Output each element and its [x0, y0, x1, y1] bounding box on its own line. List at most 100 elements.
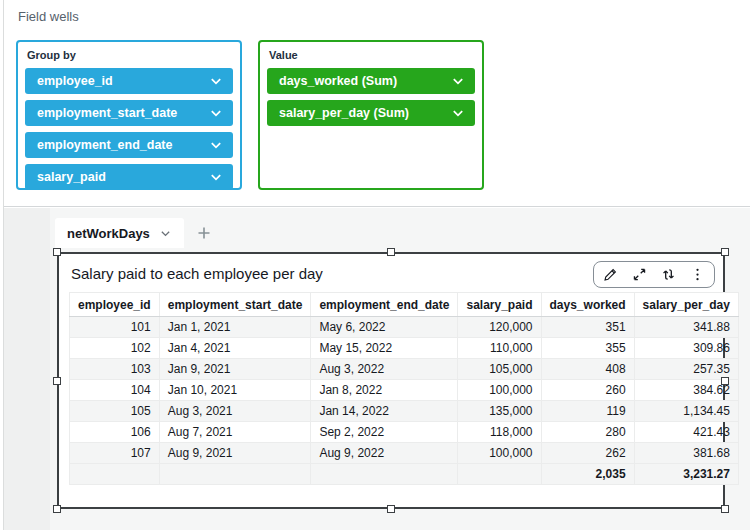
table-cell: Aug 3, 2021	[159, 401, 311, 422]
column-header[interactable]: days_worked	[541, 293, 634, 317]
table-visual-container[interactable]: Salary paid to each employee per day	[57, 252, 725, 509]
table-totals-row: 2,0353,231.27	[70, 464, 739, 485]
table-cell: 135,000	[458, 401, 541, 422]
resize-handle-mid-left[interactable]	[53, 377, 61, 385]
table-cell: 260	[541, 380, 634, 401]
canvas-left-gutter	[4, 208, 50, 530]
sheet-tab-networkdays[interactable]: netWorkDays	[55, 218, 184, 248]
table-cell: 408	[541, 359, 634, 380]
visual-toolbar	[593, 261, 715, 288]
panel-left-border	[3, 0, 4, 530]
table-cell: Aug 9, 2021	[159, 443, 311, 464]
table-cell: 110,000	[458, 338, 541, 359]
table-cell: 107	[70, 443, 160, 464]
table-cell: 381.68	[634, 443, 738, 464]
resize-handle-top-right[interactable]	[721, 248, 729, 256]
resize-handle-mid-right[interactable]	[721, 377, 729, 385]
pencil-icon	[603, 267, 618, 282]
table-cell: 101	[70, 317, 160, 338]
column-header[interactable]: salary_paid	[458, 293, 541, 317]
table-row: 106Aug 7, 2021Sep 2, 2022118,000280421.4…	[70, 422, 739, 443]
totals-cell: 2,035	[541, 464, 634, 485]
resize-handle-bottom-center[interactable]	[387, 505, 395, 513]
chevron-down-icon[interactable]	[209, 106, 223, 120]
chevron-down-icon[interactable]	[451, 74, 465, 88]
maximize-icon	[632, 267, 647, 282]
field-pill[interactable]: employee_id	[25, 68, 233, 94]
field-pill[interactable]: days_worked (Sum)	[267, 68, 475, 94]
resize-handle-bottom-right[interactable]	[721, 505, 729, 513]
table-cell: Aug 9, 2022	[311, 443, 458, 464]
field-pill-label: employment_start_date	[37, 106, 177, 120]
swap-arrows-icon	[661, 267, 676, 282]
group-by-pill-list: employee_id employment_start_date employme…	[25, 68, 233, 190]
table-cell: Jan 4, 2021	[159, 338, 311, 359]
table-row: 103Jan 9, 2021Aug 3, 2022105,000408257.3…	[70, 359, 739, 380]
table-cell: 105,000	[458, 359, 541, 380]
value-well[interactable]: Value days_worked (Sum)salary_per_day (S…	[258, 40, 484, 190]
chevron-down-icon[interactable]	[209, 138, 223, 152]
group-by-well[interactable]: Group by employee_id employment_start_dat…	[16, 40, 242, 190]
resize-handle-top-left[interactable]	[53, 248, 61, 256]
sheet-canvas: netWorkDays Salary paid to each employee…	[4, 208, 750, 530]
table-row: 105Aug 3, 2021Jan 14, 2022135,0001191,13…	[70, 401, 739, 422]
sheet-tab-bar: netWorkDays	[55, 218, 212, 248]
chevron-down-icon[interactable]	[209, 74, 223, 88]
visual-title: Salary paid to each employee per day	[71, 265, 323, 282]
chevron-down-icon[interactable]	[209, 170, 223, 184]
table-cell: 103	[70, 359, 160, 380]
resize-handle-top-center[interactable]	[387, 248, 395, 256]
table-cell: 120,000	[458, 317, 541, 338]
table-header-row: employee_idemployment_start_dateemployme…	[70, 293, 739, 317]
table-cell: Jan 8, 2022	[311, 380, 458, 401]
table-cell: Jan 10, 2021	[159, 380, 311, 401]
table-cell: Aug 3, 2022	[311, 359, 458, 380]
table-cell: 280	[541, 422, 634, 443]
plus-icon	[196, 225, 212, 241]
field-pill[interactable]: salary_per_day (Sum)	[267, 100, 475, 126]
table-cell: 309.86	[634, 338, 738, 359]
table-cell: Sep 2, 2022	[311, 422, 458, 443]
resize-handle-bottom-left[interactable]	[53, 505, 61, 513]
table-cell: May 6, 2022	[311, 317, 458, 338]
table-cell: 106	[70, 422, 160, 443]
column-header[interactable]: employment_start_date	[159, 293, 311, 317]
swap-arrows-button[interactable]	[661, 267, 676, 282]
edit-visual-button[interactable]	[603, 267, 618, 282]
field-pill[interactable]: employment_end_date	[25, 132, 233, 158]
value-pill-list: days_worked (Sum) salary_per_day (Sum)	[267, 68, 475, 126]
table-cell: 102	[70, 338, 160, 359]
table-cell: 262	[541, 443, 634, 464]
chevron-down-icon[interactable]	[159, 227, 172, 240]
data-table: employee_idemployment_start_dateemployme…	[69, 292, 739, 485]
field-pill[interactable]: employment_start_date	[25, 100, 233, 126]
column-header[interactable]: employment_end_date	[311, 293, 458, 317]
field-pill-label: days_worked (Sum)	[279, 74, 397, 88]
table-cell: Jan 1, 2021	[159, 317, 311, 338]
visual-menu-button[interactable]	[690, 267, 705, 282]
table-cell: 1,134.45	[634, 401, 738, 422]
sheet-tab-label: netWorkDays	[67, 226, 150, 241]
table-cell: 104	[70, 380, 160, 401]
chevron-down-icon[interactable]	[451, 106, 465, 120]
field-pill[interactable]: salary_paid	[25, 164, 233, 190]
table-cell: Aug 7, 2021	[159, 422, 311, 443]
totals-cell	[458, 464, 541, 485]
table-row: 107Aug 9, 2021Aug 9, 2022100,000262381.6…	[70, 443, 739, 464]
table-cell: 355	[541, 338, 634, 359]
add-sheet-button[interactable]	[196, 225, 212, 241]
table-row: 104Jan 10, 2021Jan 8, 2022100,000260384.…	[70, 380, 739, 401]
group-by-well-label: Group by	[27, 49, 233, 61]
table-cell: 119	[541, 401, 634, 422]
table-row: 102Jan 4, 2021May 15, 2022110,000355309.…	[70, 338, 739, 359]
totals-cell	[311, 464, 458, 485]
field-wells-title: Field wells	[18, 9, 79, 24]
table-cell: 421.43	[634, 422, 738, 443]
column-header[interactable]: employee_id	[70, 293, 160, 317]
column-header[interactable]: salary_per_day	[634, 293, 738, 317]
maximize-visual-button[interactable]	[632, 267, 647, 282]
table-row: 101Jan 1, 2021May 6, 2022120,000351341.8…	[70, 317, 739, 338]
totals-cell	[70, 464, 160, 485]
kebab-menu-icon	[690, 267, 705, 282]
field-wells-panel: Field wells Group by employee_id employme…	[4, 0, 750, 207]
